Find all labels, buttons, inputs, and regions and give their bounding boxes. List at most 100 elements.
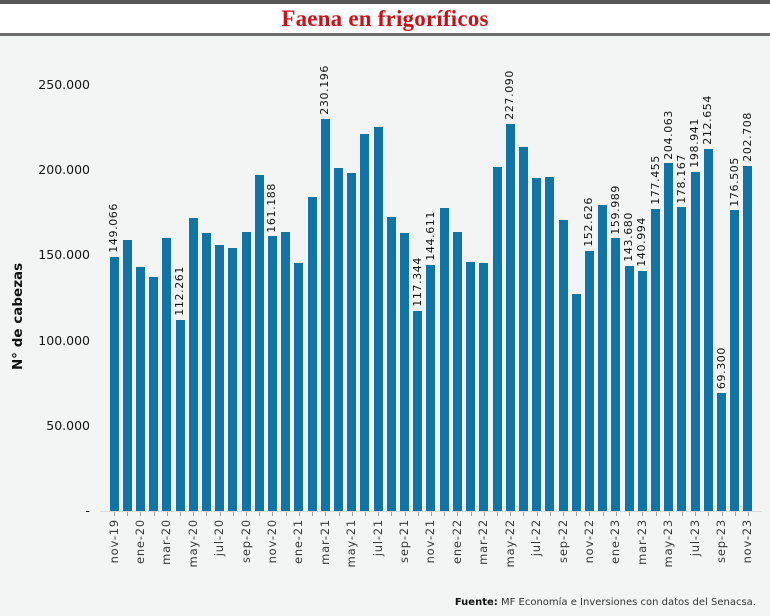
x-tick-label: ene-22 <box>449 519 464 565</box>
bar-ago-21 <box>386 216 396 511</box>
bar-abr-23 <box>651 208 661 511</box>
bar-dic-22 <box>598 205 608 511</box>
bar-ago-20 <box>228 247 238 511</box>
bar-feb-20 <box>149 276 159 511</box>
bar-nov-21 <box>426 264 436 511</box>
bar-mar-20 <box>162 238 172 511</box>
x-tick-label: jul-21 <box>370 519 385 557</box>
x-tick-label: nov-21 <box>423 519 438 564</box>
axis-tick <box>312 512 314 516</box>
bar-value-label: 161.188 <box>265 182 279 233</box>
axis-tick <box>206 512 208 516</box>
axis-tick <box>232 512 234 516</box>
bar-value-label: 117.344 <box>410 257 424 308</box>
x-tick-label: ene-21 <box>291 519 306 565</box>
axis-tick <box>193 512 195 516</box>
axis-tick <box>430 512 432 516</box>
axis-tick <box>219 512 221 516</box>
x-tick-label: nov-19 <box>106 519 121 564</box>
axis-tick <box>444 512 446 516</box>
bar-oct-22 <box>571 293 581 511</box>
bar-value-label: 144.611 <box>423 210 437 261</box>
bar-may-21 <box>347 172 357 511</box>
bar-feb-21 <box>307 197 317 511</box>
y-tick-label: 100.000 <box>38 332 90 348</box>
y-tick-label: 200.000 <box>38 162 90 178</box>
bar-jul-23 <box>690 172 700 511</box>
bar-sep-22 <box>558 219 568 511</box>
axis-tick <box>364 512 366 516</box>
bar-abr-22 <box>492 166 502 511</box>
bar-value-label: 204.063 <box>661 109 675 160</box>
axis-tick <box>166 512 168 516</box>
bar-jul-20 <box>215 244 225 511</box>
axis-tick <box>325 512 327 516</box>
x-tick-label: nov-22 <box>581 519 596 564</box>
x-axis-line <box>100 511 762 512</box>
top-border-rule <box>0 0 770 4</box>
axis-tick <box>589 512 591 516</box>
bar-value-label: 227.090 <box>503 70 517 121</box>
bar-value-label: 112.261 <box>173 266 187 316</box>
bar-ago-23 <box>703 148 713 511</box>
axis-tick <box>457 512 459 516</box>
x-tick-label: mar-21 <box>317 519 332 565</box>
bar-mar-21 <box>320 118 330 511</box>
bar-ago-22 <box>545 176 555 511</box>
bar-ene-22 <box>452 231 462 511</box>
bar-jun-20 <box>201 232 211 511</box>
axis-tick <box>338 512 340 516</box>
axis-tick <box>681 512 683 516</box>
bar-mar-23 <box>637 270 647 511</box>
bar-dic-19 <box>122 240 132 511</box>
y-tick-label: 50.000 <box>46 417 90 433</box>
axis-tick <box>127 512 129 516</box>
bar-oct-21 <box>413 311 423 511</box>
axis-tick <box>642 512 644 516</box>
axis-tick <box>510 512 512 516</box>
bar-oct-20 <box>254 174 264 511</box>
bar-value-label: 159.989 <box>608 184 622 235</box>
bar-chart: N° de cabezas Fuente: MF Economía e Inve… <box>0 36 770 616</box>
axis-tick <box>114 512 115 516</box>
x-tick-label: may-21 <box>344 519 359 568</box>
y-tick-label: 150.000 <box>38 247 90 263</box>
bar-feb-22 <box>466 261 476 511</box>
y-tick-label: 250.000 <box>38 77 90 92</box>
axis-tick <box>153 512 155 516</box>
bar-feb-23 <box>624 266 634 511</box>
x-tick-label: sep-20 <box>238 519 253 563</box>
bar-value-label: 198.941 <box>688 118 702 169</box>
x-tick-label: ene-23 <box>608 519 623 565</box>
bar-jun-21 <box>360 134 370 511</box>
x-tick-label: jul-23 <box>687 519 702 557</box>
bar-sep-23 <box>717 392 727 511</box>
axis-tick <box>417 512 419 516</box>
bar-abr-21 <box>334 167 344 511</box>
x-tick-label: sep-21 <box>397 519 412 563</box>
x-tick-label: nov-23 <box>740 519 755 564</box>
bar-value-label: 152.626 <box>582 197 596 247</box>
axis-tick <box>140 512 142 516</box>
bar-value-label: 178.167 <box>674 153 688 204</box>
axis-tick <box>602 512 604 516</box>
axis-tick <box>378 512 380 516</box>
bar-nov-23 <box>743 165 753 511</box>
bar-may-23 <box>664 163 674 511</box>
bar-value-label: 230.196 <box>318 65 332 115</box>
axis-tick <box>391 512 393 516</box>
title-bar: Faena en frigoríficos <box>0 4 770 33</box>
x-tick-label: mar-23 <box>634 519 649 565</box>
page-title: Faena en frigoríficos <box>281 5 489 31</box>
bar-jun-23 <box>677 207 687 511</box>
axis-tick <box>298 512 300 516</box>
bar-dic-21 <box>439 208 449 511</box>
x-tick-label: mar-20 <box>159 519 174 565</box>
axis-tick <box>629 512 631 516</box>
bar-mar-22 <box>479 262 489 511</box>
axis-tick <box>615 512 617 516</box>
axis-tick <box>351 512 353 516</box>
axis-tick <box>285 512 287 516</box>
axis-tick <box>246 512 248 516</box>
